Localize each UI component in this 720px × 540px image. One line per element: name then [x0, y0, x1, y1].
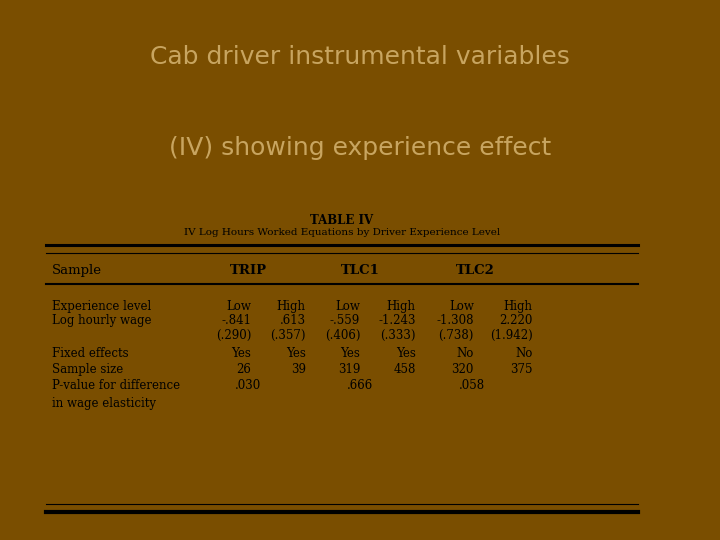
Text: Low: Low	[226, 300, 251, 313]
Text: -.841: -.841	[221, 314, 251, 327]
Text: TLC1: TLC1	[341, 264, 379, 277]
Text: (.406): (.406)	[325, 329, 360, 342]
Text: High: High	[387, 300, 415, 313]
Text: Fixed effects: Fixed effects	[52, 347, 128, 360]
Text: (IV) showing experience effect: (IV) showing experience effect	[169, 136, 551, 160]
Text: Yes: Yes	[396, 347, 415, 360]
Text: -1.243: -1.243	[378, 314, 415, 327]
Text: Cab driver instrumental variables: Cab driver instrumental variables	[150, 45, 570, 70]
Text: Low: Low	[449, 300, 474, 313]
Text: 319: 319	[338, 363, 360, 376]
Text: P-value for difference: P-value for difference	[52, 379, 180, 392]
Text: Sample size: Sample size	[52, 363, 123, 376]
Text: 458: 458	[393, 363, 415, 376]
Text: Low: Low	[336, 300, 360, 313]
Text: in wage elasticity: in wage elasticity	[52, 397, 156, 410]
Text: No: No	[515, 347, 533, 360]
Text: -.559: -.559	[330, 314, 360, 327]
Text: TRIP: TRIP	[230, 264, 267, 277]
Text: 375: 375	[510, 363, 533, 376]
Text: 320: 320	[451, 363, 474, 376]
Text: .666: .666	[347, 379, 373, 392]
Text: Experience level: Experience level	[52, 300, 151, 313]
Text: Sample: Sample	[52, 264, 102, 277]
Text: High: High	[276, 300, 306, 313]
Text: (.290): (.290)	[216, 329, 251, 342]
Text: (.738): (.738)	[438, 329, 474, 342]
Text: .058: .058	[459, 379, 485, 392]
Text: (1.942): (1.942)	[490, 329, 533, 342]
Text: 39: 39	[291, 363, 306, 376]
Text: 26: 26	[236, 363, 251, 376]
Text: Yes: Yes	[341, 347, 360, 360]
Text: IV Log Hours Worked Equations by Driver Experience Level: IV Log Hours Worked Equations by Driver …	[184, 228, 500, 238]
Text: (.357): (.357)	[270, 329, 306, 342]
Text: No: No	[456, 347, 474, 360]
Text: TLC2: TLC2	[456, 264, 495, 277]
Text: .030: .030	[235, 379, 261, 392]
Text: High: High	[503, 300, 533, 313]
Text: TABLE IV: TABLE IV	[310, 214, 374, 227]
Text: -1.308: -1.308	[436, 314, 474, 327]
Text: 2.220: 2.220	[499, 314, 533, 327]
Text: (.333): (.333)	[380, 329, 415, 342]
Text: Log hourly wage: Log hourly wage	[52, 314, 151, 327]
Text: .613: .613	[279, 314, 306, 327]
Text: Yes: Yes	[231, 347, 251, 360]
Text: Yes: Yes	[286, 347, 306, 360]
